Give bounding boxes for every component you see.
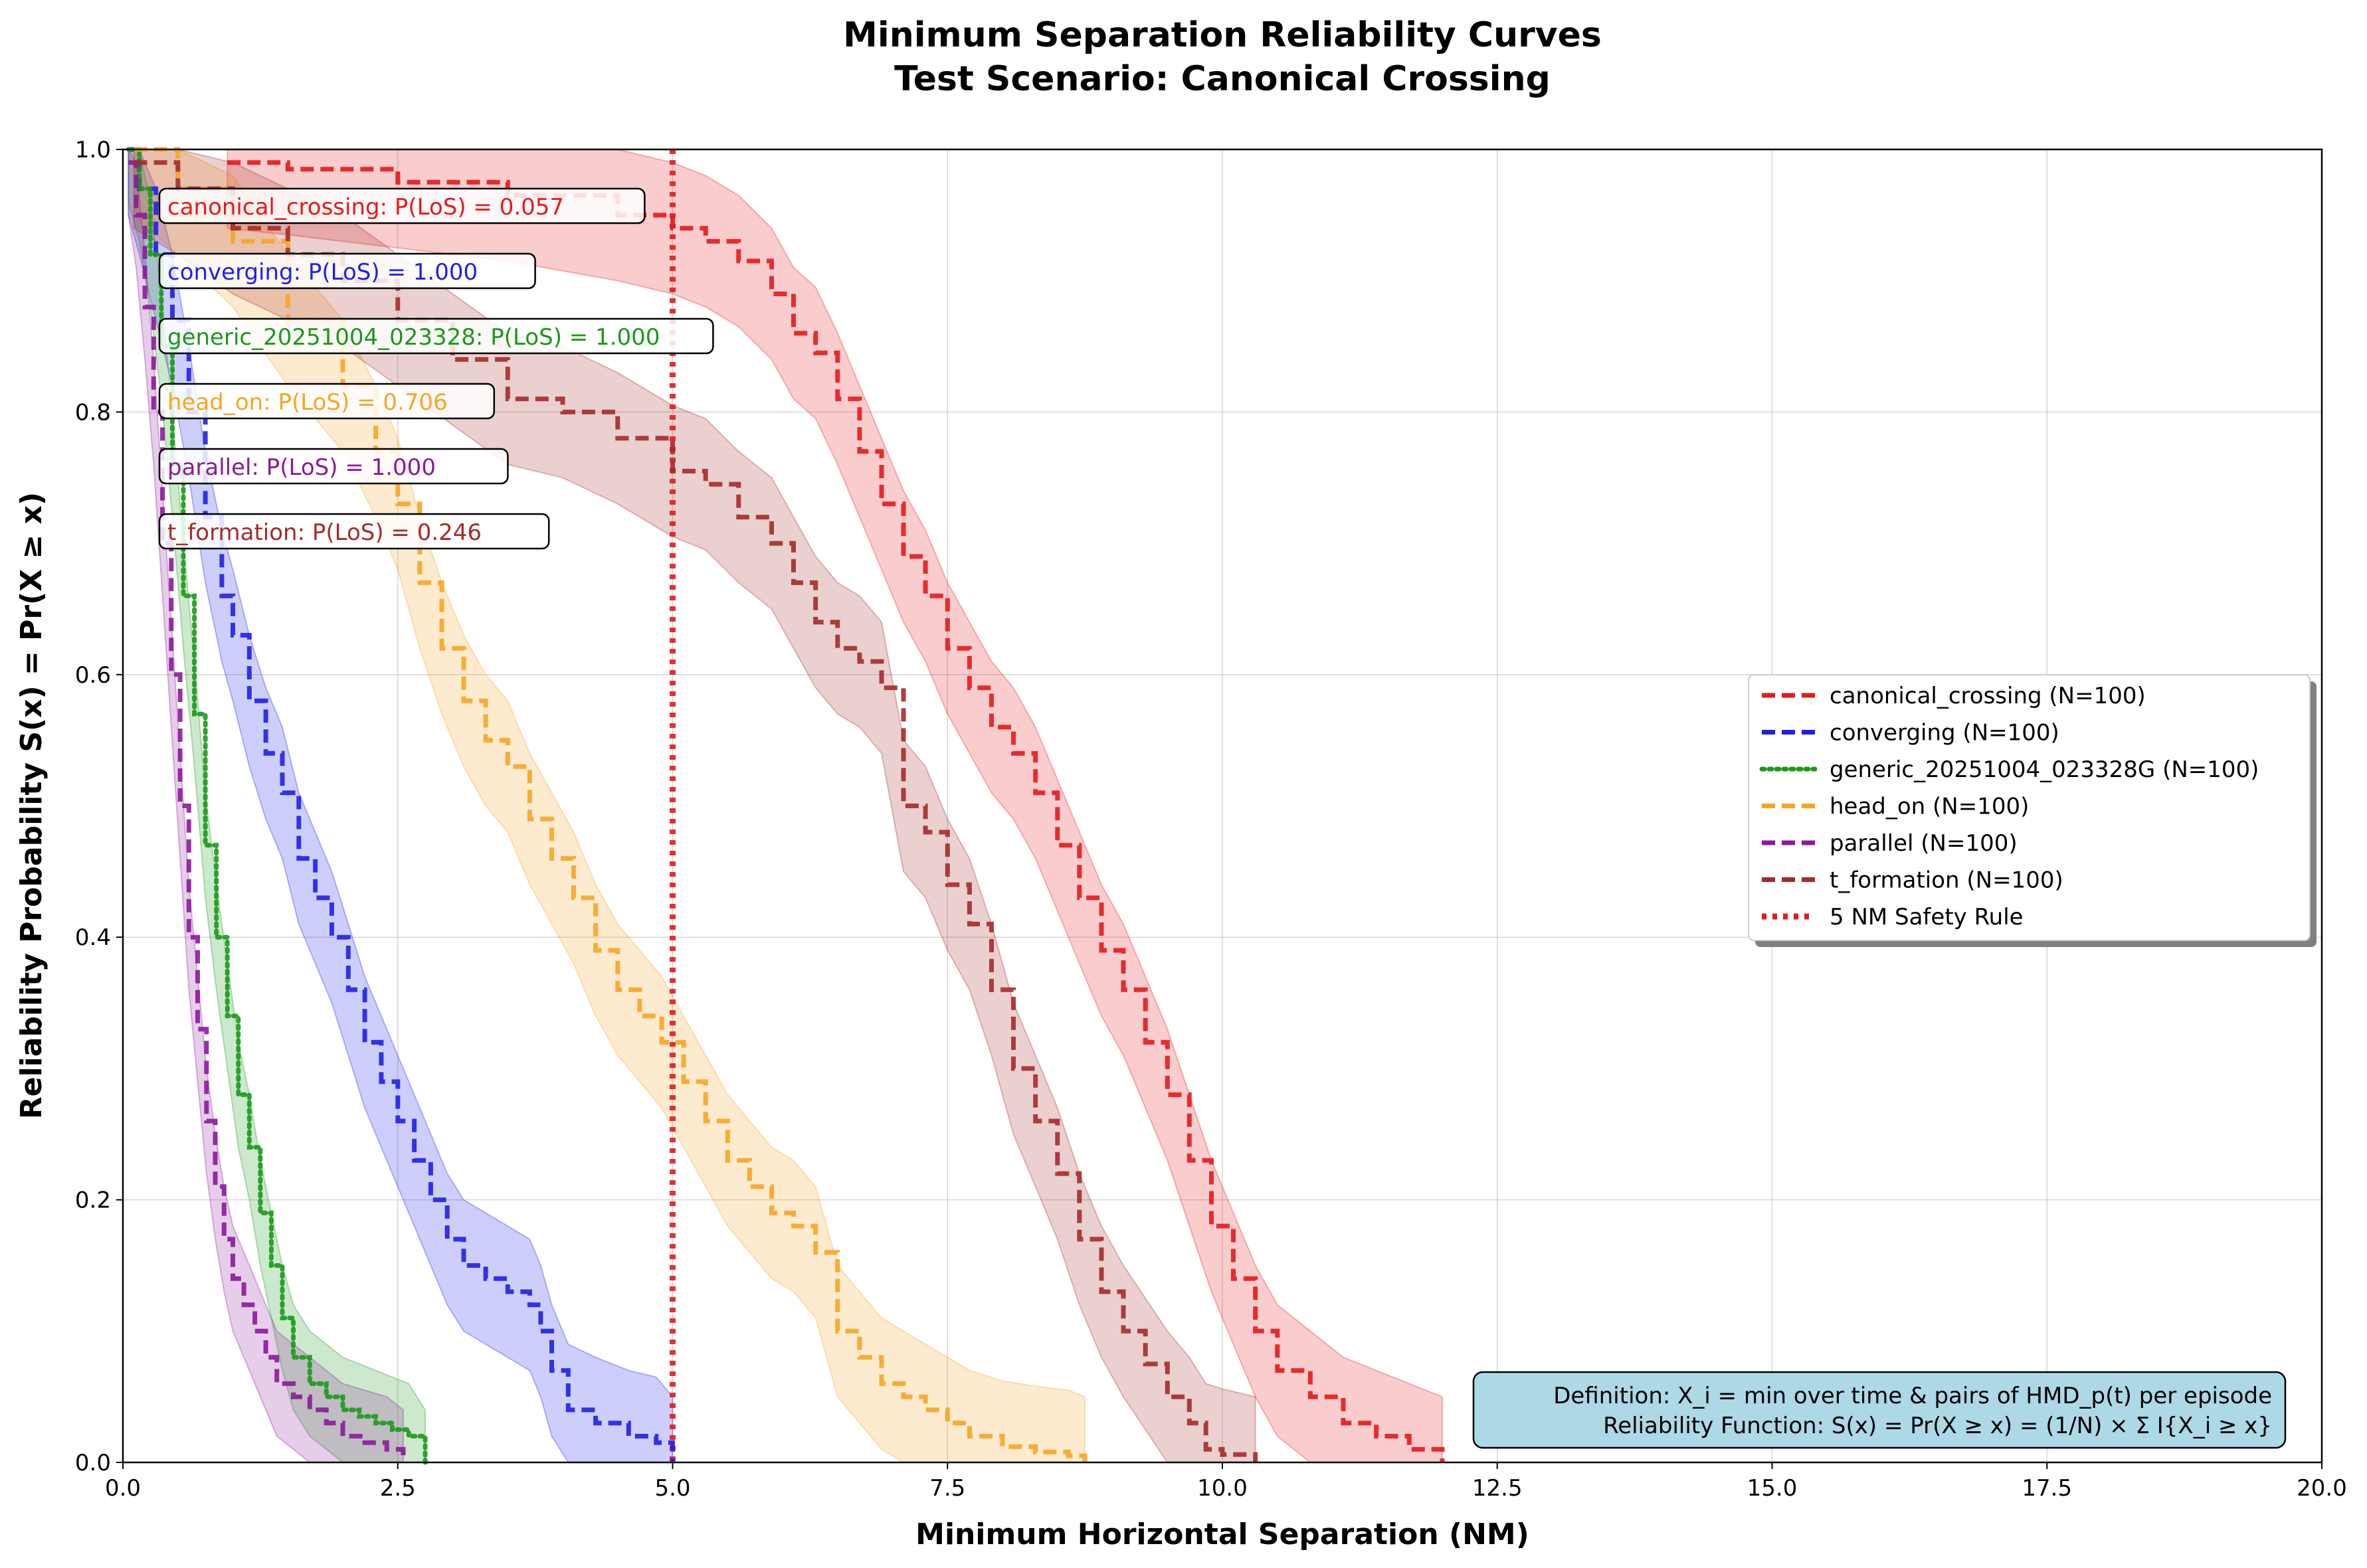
x-tick-label: 10.0 (1197, 1475, 1248, 1502)
x-axis-ticks: 0.0 2.5 5.0 7.5 10.0 12.5 15.0 17.5 20.0 (105, 1462, 2347, 1502)
legend-label: t_formation (N=100) (1830, 867, 2063, 894)
annotation-box (158, 252, 536, 290)
annotation-text: converging: P(LoS) = 1.000 (167, 259, 478, 286)
legend-label: head_on (N=100) (1830, 794, 2029, 820)
x-tick-label: 0.0 (105, 1475, 141, 1502)
y-tick-label: 0.4 (75, 924, 111, 951)
annotation-text: parallel: P(LoS) = 1.000 (167, 454, 436, 481)
legend-label: parallel (N=100) (1830, 830, 2018, 857)
annotation-box (158, 448, 509, 485)
y-axis-label: Reliability Probability S(x) = Pr(X ≥ x) (15, 492, 48, 1119)
definition-line-2: Reliability Function: S(x) = Pr(X ≥ x) =… (1603, 1413, 2272, 1439)
series-line (134, 147, 1088, 1462)
y-tick-label: 1.0 (75, 137, 111, 163)
series-line (128, 160, 406, 1462)
x-tick-label: 17.5 (2022, 1475, 2072, 1502)
annotation-box (158, 513, 550, 550)
x-tick-label: 2.5 (380, 1475, 416, 1502)
definition-box-frame (1472, 1371, 2287, 1449)
x-axis-label: Minimum Horizontal Separation (NM) (915, 1518, 1529, 1551)
plos-annotations: canonical_crossing: P(LoS) = 0.057 conver… (158, 187, 714, 550)
definition-line-1: Definition: X_i = min over time & pairs … (1553, 1383, 2272, 1409)
annotation-box (158, 383, 496, 420)
x-tick-label: 5.0 (654, 1475, 690, 1502)
legend-label: canonical_crossing (N=100) (1830, 683, 2146, 709)
definition-box: Definition: X_i = min over time & pairs … (1472, 1371, 2287, 1449)
y-tick-label: 0.2 (75, 1187, 111, 1214)
y-tick-label: 0.6 (75, 662, 111, 689)
annotation-text: head_on: P(LoS) = 0.706 (167, 389, 448, 416)
legend: canonical_crossing (N=100) converging (N=… (1748, 674, 2317, 947)
x-tick-label: 12.5 (1472, 1475, 1523, 1502)
series-line (227, 160, 1445, 1462)
y-axis-ticks: 0.0 0.2 0.4 0.6 0.8 1.0 (75, 137, 123, 1476)
legend-label: generic_20251004_023328G (N=100) (1830, 756, 2259, 783)
legend-label: converging (N=100) (1830, 720, 2059, 746)
annotation-text: t_formation: P(LoS) = 0.246 (167, 519, 482, 546)
x-tick-label: 15.0 (1747, 1475, 1798, 1502)
annotation-text: generic_20251004_023328: P(LoS) = 1.000 (167, 324, 660, 351)
annotation-text: canonical_crossing: P(LoS) = 0.057 (167, 194, 564, 220)
x-tick-label: 20.0 (2297, 1475, 2347, 1502)
annotation-box (158, 187, 646, 224)
y-tick-label: 0.0 (75, 1450, 111, 1476)
x-tick-label: 7.5 (929, 1475, 965, 1502)
y-tick-label: 0.8 (75, 399, 111, 426)
series-line (126, 147, 428, 1465)
chart-subtitle: Test Scenario: Canonical Crossing (894, 59, 1551, 99)
annotation-box (158, 317, 714, 355)
chart-title: Minimum Separation Reliability Curves (843, 15, 1602, 55)
legend-label: 5 NM Safety Rule (1830, 904, 2024, 930)
legend-frame (1748, 674, 2311, 941)
